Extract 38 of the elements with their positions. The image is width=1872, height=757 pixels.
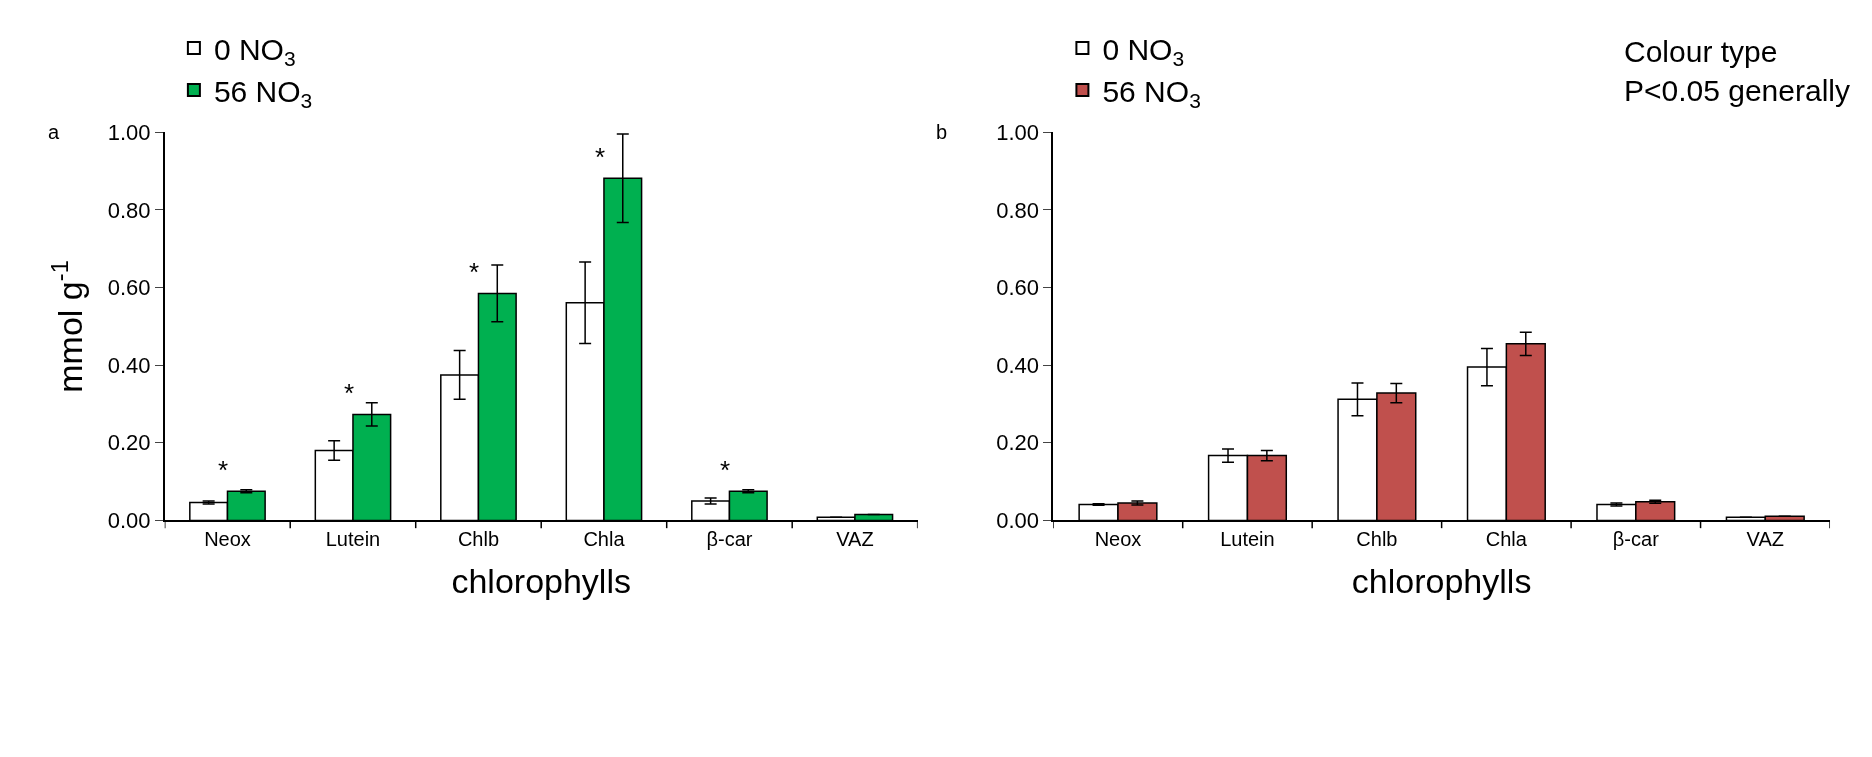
legend-label: 0 NO$_{3}$	[1102, 32, 1185, 70]
y-tick-label: 1.00	[107, 120, 151, 146]
annotation: *	[720, 455, 731, 485]
annotation: *	[595, 142, 606, 172]
y-tick-label: 0.00	[107, 508, 151, 534]
y-tick-label: 0.40	[107, 352, 151, 378]
y-tick-label: 0.80	[107, 197, 151, 223]
x-tick-label: Chlb	[1356, 528, 1398, 551]
x-tick-label: Chla	[583, 528, 626, 551]
legend-label: 0 NO$_{3}$	[213, 32, 296, 70]
y-tick-label: 0.20	[996, 430, 1040, 456]
x-axis-title: chlorophylls	[451, 561, 631, 600]
x-tick-label: VAZ	[1746, 528, 1784, 551]
legend-label: 56 NO$_{3}$	[1102, 74, 1201, 112]
legend-label: 56 NO$_{3}$	[213, 74, 313, 112]
x-tick-label: Chlb	[457, 528, 500, 551]
y-tick-label: 0.00	[996, 508, 1040, 534]
x-tick-label: Neox	[204, 528, 251, 551]
x-tick-label: β-car	[1612, 528, 1660, 551]
y-tick-label: 0.60	[996, 275, 1040, 301]
x-tick-label: Chla	[1485, 528, 1528, 551]
x-tick-label: Neox	[1094, 528, 1142, 551]
chart-title: b	[936, 121, 948, 143]
annotation: *	[344, 378, 355, 408]
x-tick-label: Lutein	[1220, 528, 1275, 551]
x-axis-title: chlorophylls	[1351, 561, 1532, 600]
annotation: *	[469, 257, 480, 287]
x-tick-label: VAZ	[836, 528, 874, 551]
y-tick-label: 1.00	[996, 120, 1040, 146]
chart-title: a	[48, 121, 60, 143]
y-tick-label: 0.40	[996, 352, 1040, 378]
x-tick-label: Lutein	[325, 528, 381, 551]
text: Colour type P<0.05 generally	[1624, 35, 1850, 107]
annotation: *	[218, 455, 229, 485]
y-tick-label: 0.60	[107, 275, 151, 301]
y-tick-label: 0.20	[107, 430, 151, 456]
y-tick-label: 0.80	[996, 197, 1040, 223]
x-tick-label: β-car	[706, 528, 753, 551]
